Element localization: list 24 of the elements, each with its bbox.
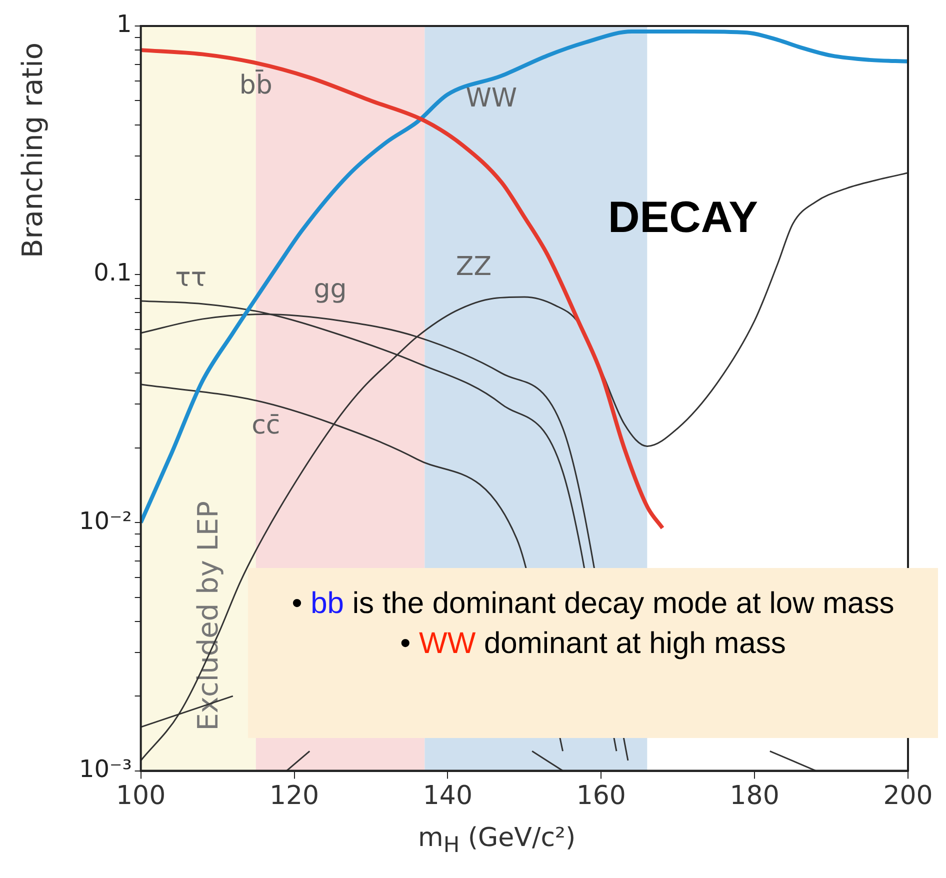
annotation: • WW dominant at high mass: [399, 626, 787, 662]
x-tick-label: 180: [730, 781, 780, 812]
y-tick-label: 1: [116, 10, 132, 38]
series-label: gg: [314, 274, 347, 304]
text-box: • bb is the dominant decay mode at low mass • WW dominant at high mass: [248, 568, 938, 738]
line-series: [140, 172, 908, 762]
x-axis-title: m$_{H}$ (GeV/c²): [418, 823, 576, 858]
x-tick-label: 200: [883, 781, 933, 812]
y-tick-label: 10⁻³: [79, 755, 132, 784]
series-label: ττ: [175, 262, 206, 293]
annotation: • bb is the dominant decay mode at low mass: [290, 586, 896, 622]
y-tick-label: 0.1: [94, 258, 132, 286]
x-tick-label: 140: [422, 781, 473, 812]
x-tick-label: 100: [116, 781, 166, 812]
series-label: WW: [466, 84, 518, 114]
annotation: DECAY: [608, 193, 758, 243]
y-tick-label: 10⁻²: [79, 506, 132, 535]
x-tick-label: 120: [269, 781, 320, 812]
band-label: Excluded by LEP: [192, 501, 225, 731]
x-tick-label: 160: [576, 781, 626, 812]
series-label: cc̄: [252, 410, 280, 440]
series-label: ZZ: [456, 252, 492, 282]
series-label: bb̄: [239, 68, 272, 101]
y-axis-title: Branching ratio: [16, 42, 49, 258]
